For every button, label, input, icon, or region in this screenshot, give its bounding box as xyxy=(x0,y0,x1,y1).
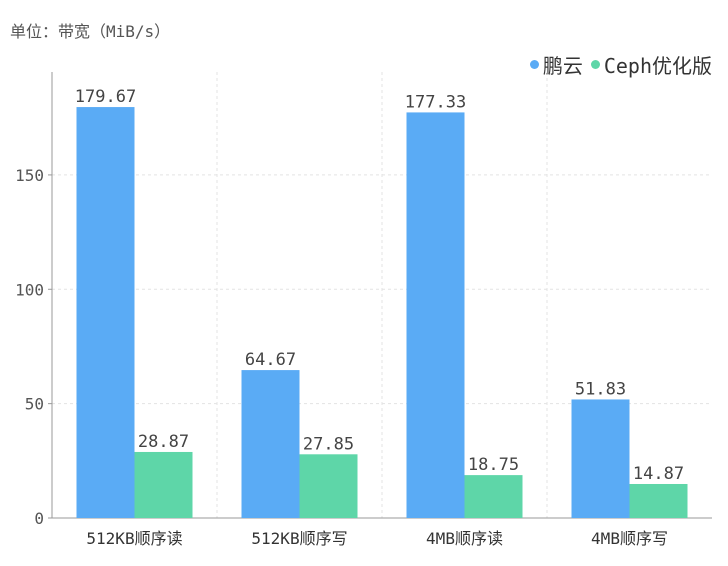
x-tick-label: 512KB顺序写 xyxy=(251,529,347,548)
y-tick-label: 0 xyxy=(34,509,44,528)
data-label: 177.33 xyxy=(405,92,466,112)
bar xyxy=(571,399,630,518)
data-label: 27.85 xyxy=(303,434,354,454)
data-label: 64.67 xyxy=(245,350,296,370)
bar xyxy=(406,112,465,518)
data-label: 18.75 xyxy=(468,455,519,475)
y-tick-label: 100 xyxy=(15,280,44,299)
bar xyxy=(76,107,135,518)
bar xyxy=(241,370,300,518)
x-tick-label: 4MB顺序写 xyxy=(591,529,668,548)
unit-label: 单位：带宽（MiB/s） xyxy=(10,22,171,41)
bar xyxy=(134,451,193,518)
data-label: 179.67 xyxy=(75,87,136,107)
legend-label: Ceph优化版 xyxy=(603,54,712,78)
legend-item-ceph[interactable]: Ceph优化版 xyxy=(590,50,712,79)
y-tick-label: 50 xyxy=(25,395,44,414)
y-tick-label: 150 xyxy=(15,166,44,185)
legend-dot-icon xyxy=(529,60,539,69)
x-tick-label: 4MB顺序读 xyxy=(426,529,503,548)
data-label: 28.87 xyxy=(138,432,189,452)
bar xyxy=(629,483,688,518)
legend-item-pengyun[interactable]: 鹏云 xyxy=(529,50,583,79)
bar xyxy=(299,454,358,518)
legend: 鹏云 Ceph优化版 xyxy=(529,50,712,79)
legend-label: 鹏云 xyxy=(542,54,583,78)
bar xyxy=(464,475,523,518)
legend-dot-icon xyxy=(590,60,600,69)
data-label: 14.87 xyxy=(633,464,684,484)
x-tick-label: 512KB顺序读 xyxy=(86,529,182,548)
data-label: 51.83 xyxy=(575,379,626,399)
